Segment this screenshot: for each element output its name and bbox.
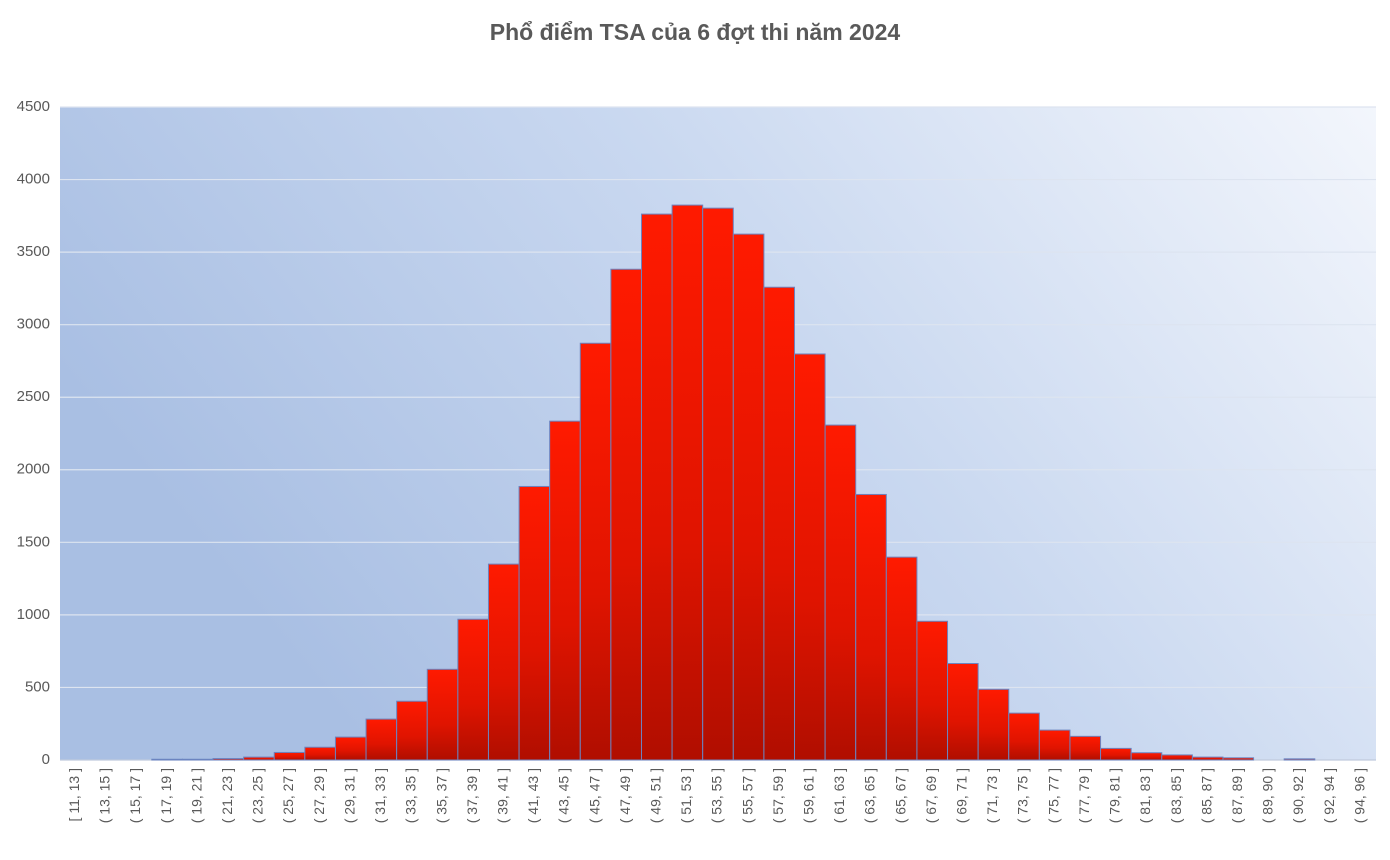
bar [396, 700, 428, 761]
bar [426, 668, 459, 761]
bar [1191, 756, 1224, 761]
x-tick-label: ( 23, 25 ] [250, 768, 266, 823]
x-tick-label: ( 21, 23 ] [219, 768, 235, 823]
x-tick-label: ( 31, 33 ] [372, 768, 388, 823]
x-tick-label: ( 87, 89 ] [1229, 768, 1245, 823]
x-tick-label: ( 39, 41 ] [494, 768, 510, 823]
bar [732, 233, 765, 761]
x-tick-label: ( 55, 57 ] [739, 768, 755, 823]
bar [243, 756, 275, 761]
x-tick-label: [ 11, 13 ] [66, 768, 82, 821]
x-tick-label: ( 83, 85 ] [1168, 768, 1184, 823]
y-tick-label: 3500 [17, 243, 50, 260]
chart-title: Phổ điểm TSA của 6 đợt thi năm 2024 [490, 19, 901, 45]
y-tick-label: 1500 [17, 533, 50, 550]
y-tick-label: 2500 [17, 388, 50, 405]
x-tick-label: ( 71, 73 ] [984, 768, 1000, 823]
x-tick-label: ( 79, 81 ] [1107, 768, 1123, 823]
x-tick-label: ( 51, 53 ] [678, 768, 694, 823]
bar [1069, 735, 1102, 761]
x-tick-label: ( 89, 90 ] [1260, 768, 1276, 823]
x-tick-label: ( 75, 77 ] [1045, 768, 1061, 823]
y-tick-label: 4500 [17, 98, 50, 115]
x-tick-label: ( 41, 43 ] [525, 768, 541, 823]
x-tick-label: ( 33, 35 ] [403, 768, 419, 823]
x-tick-label: ( 73, 75 ] [1015, 768, 1031, 823]
bar [304, 746, 336, 761]
bar [1283, 758, 1316, 761]
x-tick-label: ( 81, 83 ] [1137, 768, 1153, 823]
x-tick-label: ( 17, 19 ] [158, 768, 174, 823]
bar [977, 688, 1010, 761]
bar [794, 353, 826, 761]
bar [457, 618, 489, 761]
x-tick-label: ( 69, 71 ] [954, 768, 970, 823]
x-tick-label: ( 43, 45 ] [556, 768, 572, 823]
x-tick-label: ( 57, 59 ] [770, 768, 786, 823]
bar [181, 758, 214, 761]
x-tick-label: ( 65, 67 ] [892, 768, 908, 823]
bar [855, 493, 887, 761]
bar [640, 213, 673, 761]
bar [1161, 754, 1193, 761]
bar [273, 751, 306, 761]
x-tick-label: ( 19, 21 ] [188, 768, 204, 823]
x-tick-label: ( 61, 63 ] [831, 768, 847, 823]
y-tick-label: 1000 [17, 606, 50, 623]
bar [487, 563, 520, 761]
bar [824, 424, 857, 761]
y-tick-label: 4000 [17, 171, 50, 188]
x-tick-label: ( 35, 37 ] [433, 768, 449, 823]
bar [1100, 747, 1132, 761]
bar [671, 204, 704, 761]
x-tick-label: ( 25, 27 ] [280, 768, 296, 823]
x-tick-label: ( 85, 87 ] [1198, 768, 1214, 823]
bar [916, 620, 949, 761]
y-tick-label: 500 [25, 678, 50, 695]
x-tick-label: ( 49, 51 ] [647, 768, 663, 823]
bar [579, 342, 612, 761]
bar [151, 758, 183, 761]
bar [763, 286, 796, 761]
bar [1008, 712, 1040, 761]
y-tick-label: 0 [42, 751, 50, 768]
x-tick-label: ( 59, 61 ] [801, 768, 817, 823]
x-tick-label: ( 13, 15 ] [97, 768, 113, 823]
bar [334, 736, 367, 761]
bar [212, 758, 245, 761]
x-tick-label: ( 37, 39 ] [464, 768, 480, 823]
x-tick-label: ( 94, 96 ] [1351, 768, 1367, 823]
x-tick-label: ( 90, 92 ] [1290, 768, 1306, 823]
x-tick-label: ( 29, 31 ] [341, 768, 357, 823]
x-tick-label: ( 92, 94 ] [1321, 768, 1337, 823]
bar [1130, 752, 1163, 761]
bar [549, 420, 581, 761]
x-tick-label: ( 53, 55 ] [709, 768, 725, 823]
bar [518, 485, 551, 761]
bar [1222, 757, 1255, 761]
x-tick-label: ( 45, 47 ] [586, 768, 602, 823]
x-tick-label: ( 63, 65 ] [862, 768, 878, 823]
bar [1038, 729, 1071, 761]
x-tick-label: ( 27, 29 ] [311, 768, 327, 823]
bar [365, 718, 398, 761]
bar [610, 268, 642, 761]
x-tick-label: ( 47, 49 ] [617, 768, 633, 823]
y-tick-label: 3000 [17, 316, 50, 333]
bar [885, 556, 918, 761]
bar [702, 207, 734, 761]
x-tick-label: ( 15, 17 ] [127, 768, 143, 823]
x-tick-label: ( 77, 79 ] [1076, 768, 1092, 823]
x-tick-label: ( 67, 69 ] [923, 768, 939, 823]
bar [947, 663, 979, 761]
y-tick-label: 2000 [17, 461, 50, 478]
